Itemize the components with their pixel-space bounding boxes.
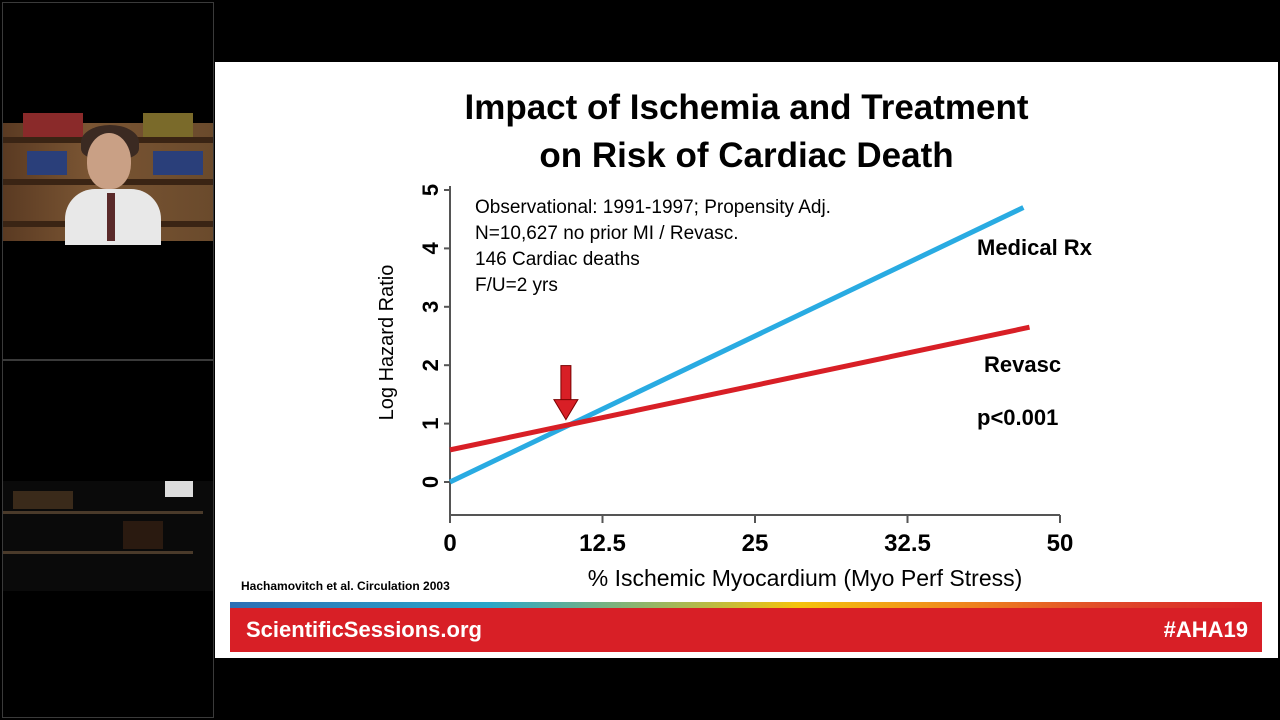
crossover-arrow-shaft: [560, 365, 572, 403]
presenter-face: [87, 133, 131, 189]
pvalue-label: p<0.001: [977, 405, 1058, 430]
participant-sidebar: [2, 2, 214, 718]
x-tick-label: 25: [742, 530, 769, 557]
legend-label-revasc: Revasc: [984, 352, 1061, 377]
y-tick-label: 5: [418, 184, 443, 196]
footer-website: ScientificSessions.org: [246, 617, 482, 642]
slide-footer-banner: ScientificSessions.org #AHA19: [230, 608, 1262, 652]
annotation-line: Observational: 1991-1997; Propensity Adj…: [475, 197, 831, 218]
x-tick-label: 50: [1047, 530, 1074, 557]
y-tick-label: 2: [418, 359, 443, 371]
citation-text: Hachamovitch et al. Circulation 2003: [241, 579, 450, 593]
x-axis-label: % Ischemic Myocardium (Myo Perf Stress): [588, 565, 1023, 591]
presentation-slide: Impact of Ischemia and Treatment on Risk…: [215, 62, 1278, 658]
series-line-revasc: [449, 324, 1031, 453]
x-tick-label: 0: [443, 530, 456, 557]
series-line-medical-rx: [448, 205, 1025, 485]
y-tick-label: 3: [418, 301, 443, 313]
presenter-video-tile[interactable]: [2, 2, 214, 360]
crossover-arrow-head: [553, 399, 579, 421]
y-axis-label: Log Hazard Ratio: [376, 265, 398, 421]
slide-title: Impact of Ischemia and Treatment on Risk…: [215, 84, 1278, 180]
annotation-line: N=10,627 no prior MI / Revasc.: [475, 223, 739, 244]
footer-hashtag: #AHA19: [1163, 617, 1248, 642]
annotation-line: F/U=2 yrs: [475, 275, 558, 296]
footer-rainbow-stripe: [230, 602, 1262, 608]
title-line-1: Impact of Ischemia and Treatment: [464, 88, 1029, 127]
hazard-ratio-chart: 0 12.5 25 32.5 50 0 1 2 3 4 5 % Ischemic Myocardium…: [376, 184, 1093, 591]
annotation-line: 146 Cardiac deaths: [475, 249, 640, 270]
y-tick-label: 1: [418, 417, 443, 429]
participant-video: [3, 481, 213, 591]
participant-video-tile[interactable]: [2, 360, 214, 718]
y-tick-label: 0: [418, 476, 443, 488]
title-line-2: on Risk of Cardiac Death: [539, 136, 954, 175]
presenter-video: [3, 113, 213, 245]
y-tick-label: 4: [418, 242, 443, 255]
x-tick-label: 32.5: [884, 530, 931, 557]
x-tick-label: 12.5: [579, 530, 626, 557]
legend-label-medical-rx: Medical Rx: [977, 235, 1093, 260]
